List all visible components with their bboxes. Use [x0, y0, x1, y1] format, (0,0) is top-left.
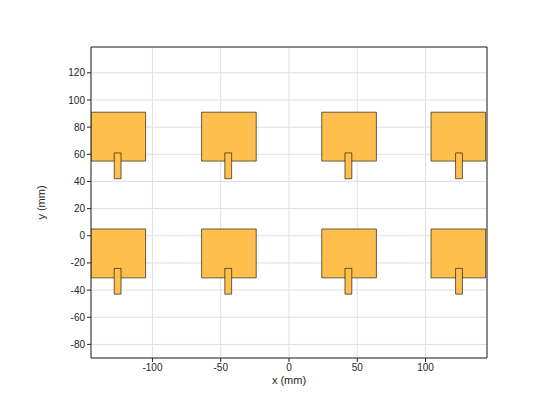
svg-text:120: 120: [68, 67, 85, 78]
svg-text:60: 60: [74, 149, 86, 160]
svg-text:0: 0: [286, 362, 292, 373]
svg-text:-80: -80: [71, 339, 86, 350]
svg-text:100: 100: [417, 362, 434, 373]
svg-text:-40: -40: [71, 285, 86, 296]
svg-text:20: 20: [74, 203, 86, 214]
svg-text:100: 100: [68, 95, 85, 106]
svg-text:x (mm): x (mm): [272, 374, 306, 386]
svg-text:-50: -50: [213, 362, 228, 373]
svg-text:-20: -20: [71, 257, 86, 268]
svg-text:-60: -60: [71, 312, 86, 323]
svg-text:y (mm): y (mm): [35, 185, 47, 219]
svg-text:40: 40: [74, 176, 86, 187]
svg-text:0: 0: [79, 230, 85, 241]
svg-text:-100: -100: [142, 362, 162, 373]
svg-text:50: 50: [352, 362, 364, 373]
svg-text:80: 80: [74, 122, 86, 133]
